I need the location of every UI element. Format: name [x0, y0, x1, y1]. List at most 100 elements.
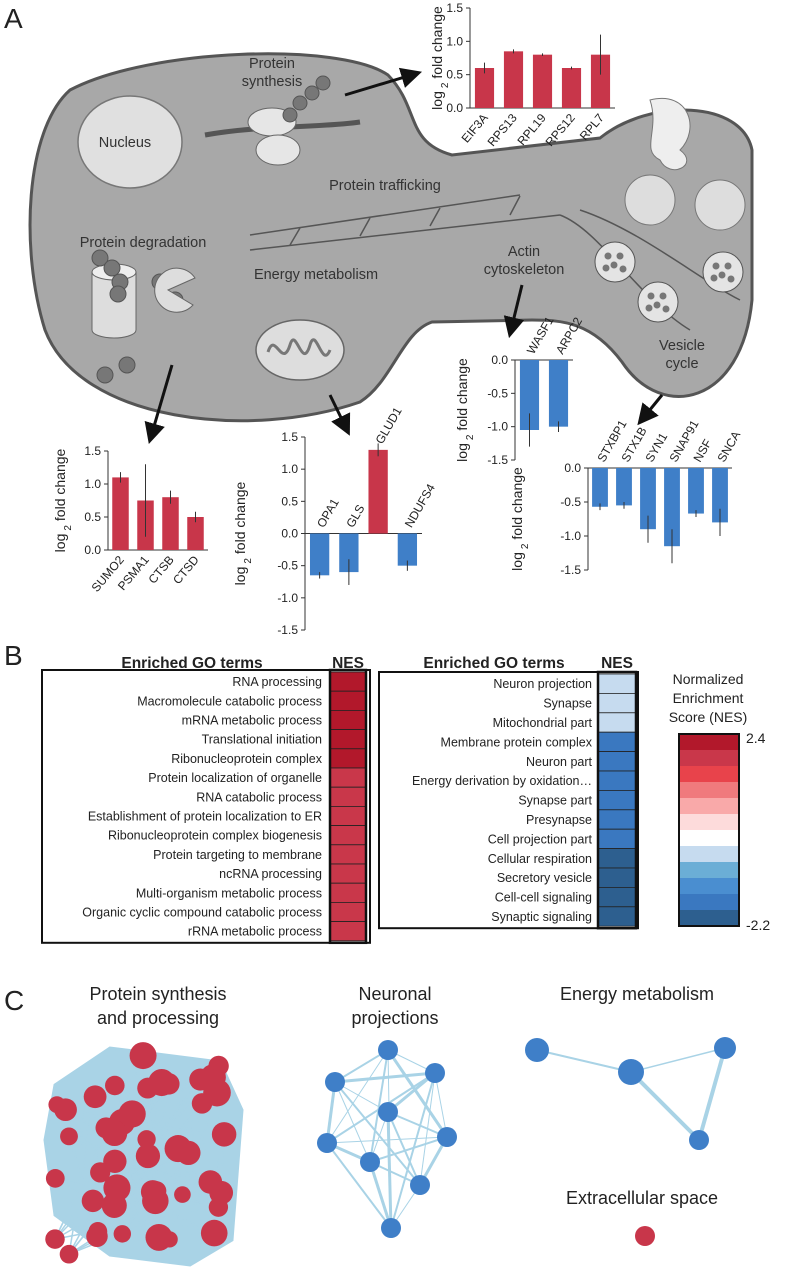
bar [688, 468, 704, 514]
network-node [60, 1127, 78, 1146]
panel-label: A [4, 3, 23, 34]
y-tick-label: 1.0 [446, 34, 463, 48]
network-node [113, 1225, 132, 1243]
colorbar-swatch [679, 734, 739, 750]
network-edge [368, 1161, 393, 1229]
nes-cell [329, 690, 367, 711]
cell-diagram [28, 52, 754, 445]
go-term: Neuron part [526, 755, 593, 769]
network-node [101, 1120, 128, 1147]
colorbar: Normalized Enrichment Score (NES) 2.4 -2.2 [669, 671, 771, 933]
y-tick-label: -1.5 [277, 623, 298, 637]
x-tick-label: OPA1 [314, 496, 342, 530]
go-table: Enriched GO terms NES Neuron projection Syn… [378, 655, 639, 930]
go-table: Enriched GO terms NES RNA processing Macrom… [41, 655, 371, 945]
go-term: ncRNA processing [219, 867, 322, 881]
table-border [41, 669, 371, 944]
nes-cell [597, 751, 637, 772]
go-term: Synaptic signaling [491, 910, 592, 924]
nes-cell [329, 806, 367, 827]
table-header: Enriched GO terms [121, 655, 262, 672]
network-edge [630, 1047, 726, 1073]
network-node [129, 1042, 157, 1070]
y-axis-label-part: log [52, 534, 68, 553]
y-axis-label-part: 2 [440, 82, 451, 88]
go-term: Cell-cell signaling [495, 891, 592, 905]
network-node [689, 1130, 709, 1150]
nes-cell [329, 902, 367, 923]
network-node [103, 1174, 131, 1202]
nes-cell [597, 848, 637, 869]
nes-cell [597, 770, 637, 791]
y-axis-label-part: fold change [232, 481, 248, 554]
network-edge [386, 1049, 449, 1138]
colorbar-swatch [679, 814, 739, 830]
bar [397, 533, 418, 566]
network-node [45, 1168, 65, 1188]
y-axis-label-part: fold change [52, 448, 68, 521]
network-edge [326, 1049, 389, 1144]
colorbar-title: Score (NES) [669, 709, 748, 725]
y-axis-label-part: 2 [243, 558, 254, 564]
y-tick-label: 0.0 [446, 101, 463, 115]
y-tick-label: -1.0 [277, 591, 298, 605]
nes-column-border [596, 670, 638, 930]
go-term: Ribonucleoprotein complex [171, 752, 323, 766]
x-tick-label: NDUFS4 [402, 481, 438, 530]
go-term: Cellular respiration [488, 852, 592, 866]
go-term: Synapse [543, 697, 592, 711]
bar [592, 468, 608, 507]
go-term: rRNA metabolic process [188, 925, 322, 939]
nes-cell [597, 867, 637, 888]
colorbar-swatch [679, 766, 739, 782]
network-node [118, 1100, 146, 1128]
go-term: Mitochondrial part [493, 716, 593, 730]
panel-label: C [4, 985, 24, 1016]
nes-cell [329, 921, 367, 942]
network-edge [369, 1049, 389, 1163]
y-axis-label-part: 2 [63, 525, 74, 531]
bar [339, 533, 359, 573]
bar [112, 477, 129, 550]
diagram-label: cycle [665, 356, 698, 372]
table-header: NES [601, 655, 633, 672]
bar [368, 449, 388, 534]
bar [561, 68, 582, 108]
table-header: Enriched GO terms [423, 655, 564, 672]
network-edge [387, 1111, 448, 1138]
nes-cell [329, 844, 367, 865]
colorbar-swatch [679, 750, 739, 766]
y-tick-label: 0.5 [84, 510, 101, 524]
go-term: Neuron projection [493, 677, 592, 691]
network-edge [54, 1076, 214, 1240]
y-axis-label-part: 2 [520, 543, 531, 549]
bar-chart: 0.00.51.01.5EIF3ARPS13RPL19RPS12RPL7log2… [429, 1, 615, 149]
colorbar-swatch [679, 846, 739, 862]
x-tick-label: NSF [690, 437, 714, 465]
nes-cell [329, 710, 367, 731]
network-edge [334, 1049, 389, 1083]
network-edge [326, 1136, 448, 1144]
bar [187, 517, 204, 550]
nes-cell [597, 673, 637, 694]
network-node [48, 1096, 66, 1114]
y-axis-label: log 2 fold change [52, 448, 74, 552]
colorbar-swatch [679, 878, 739, 894]
network-node [211, 1122, 237, 1147]
colorbar-swatch [679, 798, 739, 814]
network-edge [326, 1142, 392, 1229]
nes-cell [329, 882, 367, 903]
nes-column-border [328, 668, 368, 945]
go-term: Establishment of protein localization to… [88, 810, 322, 824]
y-tick-label: 0.0 [491, 353, 508, 367]
network-edge [168, 1103, 203, 1240]
network-edge [94, 1096, 101, 1173]
go-term: Synapse part [518, 794, 592, 808]
y-axis-label-part: 2 [465, 434, 476, 440]
network-edge [536, 1049, 632, 1073]
bar [548, 360, 569, 427]
network-edge [121, 1121, 171, 1240]
network-edge [121, 1103, 203, 1235]
y-tick-label: 1.0 [84, 477, 101, 491]
